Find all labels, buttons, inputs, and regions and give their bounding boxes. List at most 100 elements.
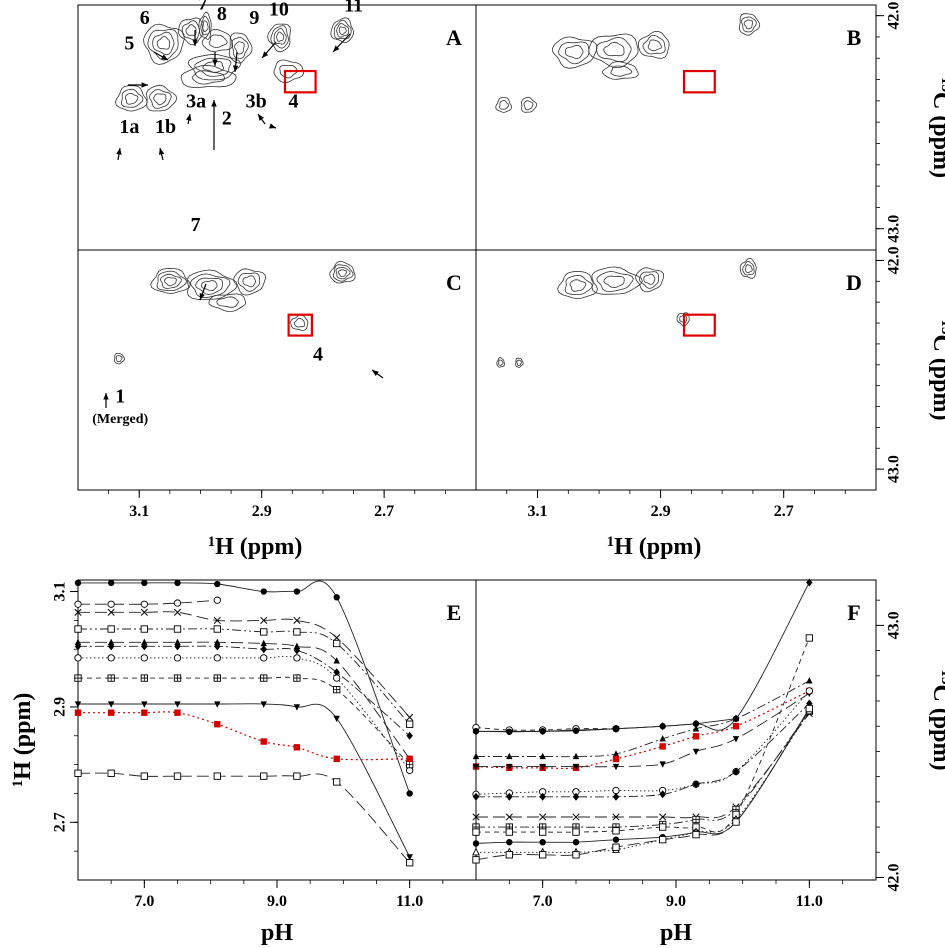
series: [74, 579, 413, 797]
contour-peak: [150, 267, 191, 294]
series: [74, 709, 413, 763]
data-point: [659, 790, 666, 799]
series: [472, 677, 813, 760]
series-layer: [472, 578, 814, 864]
contour-peak: [267, 23, 291, 53]
data-point: [732, 723, 740, 730]
pointer-arrow: [116, 147, 122, 161]
data-point: [140, 608, 148, 616]
data-point: [612, 813, 620, 821]
y-tick-label: 2.7: [52, 812, 69, 832]
data-point: [74, 625, 82, 633]
data-point: [74, 674, 82, 682]
series-line: [475, 693, 810, 768]
data-point: [472, 792, 480, 801]
panel-label: A: [446, 25, 462, 50]
data-point: [612, 763, 620, 771]
data-point: [141, 638, 148, 646]
y-tick-label: 42.0: [886, 2, 903, 30]
contour-peak: [739, 257, 757, 279]
series: [472, 687, 813, 772]
series-line: [78, 628, 411, 725]
data-point: [141, 642, 148, 651]
x-axis-title: 1H (ppm): [607, 534, 702, 560]
x-tick-label: 11.0: [796, 893, 823, 910]
series: [472, 687, 813, 798]
data-point: [505, 851, 513, 859]
peak-label: 6: [140, 7, 150, 29]
data-point: [572, 851, 580, 859]
peak-label: 10: [269, 0, 289, 21]
x-tick-label: 3.1: [129, 503, 149, 520]
contour-peak: [495, 97, 513, 113]
y-axis-title: 13C (ppm): [928, 77, 945, 178]
pointer-arrow: [232, 51, 239, 73]
y-tick-label: 2.9: [52, 697, 69, 717]
pointer-arrow: [153, 51, 169, 61]
series-line: [78, 580, 411, 794]
contour-peak: [515, 357, 524, 368]
series: [74, 625, 414, 728]
series: [472, 704, 813, 864]
x-tick-label: 2.7: [774, 503, 794, 520]
x-tick-label: 9.0: [666, 893, 686, 910]
data-point: [506, 728, 513, 735]
data-point: [406, 854, 413, 861]
contour-peak: [551, 36, 598, 69]
data-point: [214, 580, 221, 588]
data-point: [659, 761, 666, 768]
panel-label: D: [846, 270, 862, 295]
series: [472, 710, 813, 821]
data-point: [107, 709, 115, 716]
series: [74, 638, 413, 762]
data-point: [107, 701, 115, 708]
data-point: [293, 654, 301, 662]
data-point: [74, 701, 82, 708]
panel-label: E: [447, 600, 462, 625]
data-point: [293, 642, 301, 650]
pointer-arrow: [269, 123, 277, 129]
peak-label: 9: [249, 7, 259, 29]
contour-peak: [290, 314, 309, 331]
peak-label: 4: [289, 90, 299, 112]
data-point: [692, 830, 700, 839]
data-point: [74, 769, 82, 777]
data-point: [333, 639, 341, 648]
data-point: [293, 704, 301, 711]
panel-frame: [475, 579, 877, 881]
panel-label: B: [847, 25, 862, 50]
y-tick-label: 43.0: [886, 215, 903, 243]
x-tick-label: 2.9: [252, 503, 272, 520]
data-point: [74, 642, 82, 651]
data-point: [692, 780, 700, 789]
contour-peak: [591, 266, 643, 295]
peak-label: 5: [124, 33, 134, 55]
data-point: [539, 813, 547, 821]
data-point: [213, 616, 221, 624]
contour-peak: [273, 59, 304, 84]
data-point: [333, 778, 341, 786]
data-point: [472, 763, 480, 771]
data-point: [659, 836, 667, 844]
data-point: [539, 792, 546, 801]
x-tick-label: 3.1: [528, 503, 548, 520]
x-tick-label: 7.0: [533, 893, 553, 910]
pointer-arrow: [199, 283, 207, 301]
contour-peak: [201, 28, 233, 53]
data-point: [173, 654, 182, 662]
peak-label: 4: [313, 344, 323, 366]
pointer-arrow: [371, 369, 384, 379]
data-point: [806, 578, 813, 587]
data-point: [293, 772, 301, 780]
series-line: [476, 713, 810, 819]
peak-label: 3b: [246, 90, 267, 112]
y-axis-title: 1H (ppm): [10, 693, 36, 788]
data-point: [732, 736, 740, 743]
series-line: [475, 690, 810, 770]
data-point: [732, 714, 740, 722]
panel-b: B 42.0 43.0 13C (ppm): [475, 2, 945, 251]
series-line: [78, 611, 411, 718]
data-point: [659, 823, 667, 831]
